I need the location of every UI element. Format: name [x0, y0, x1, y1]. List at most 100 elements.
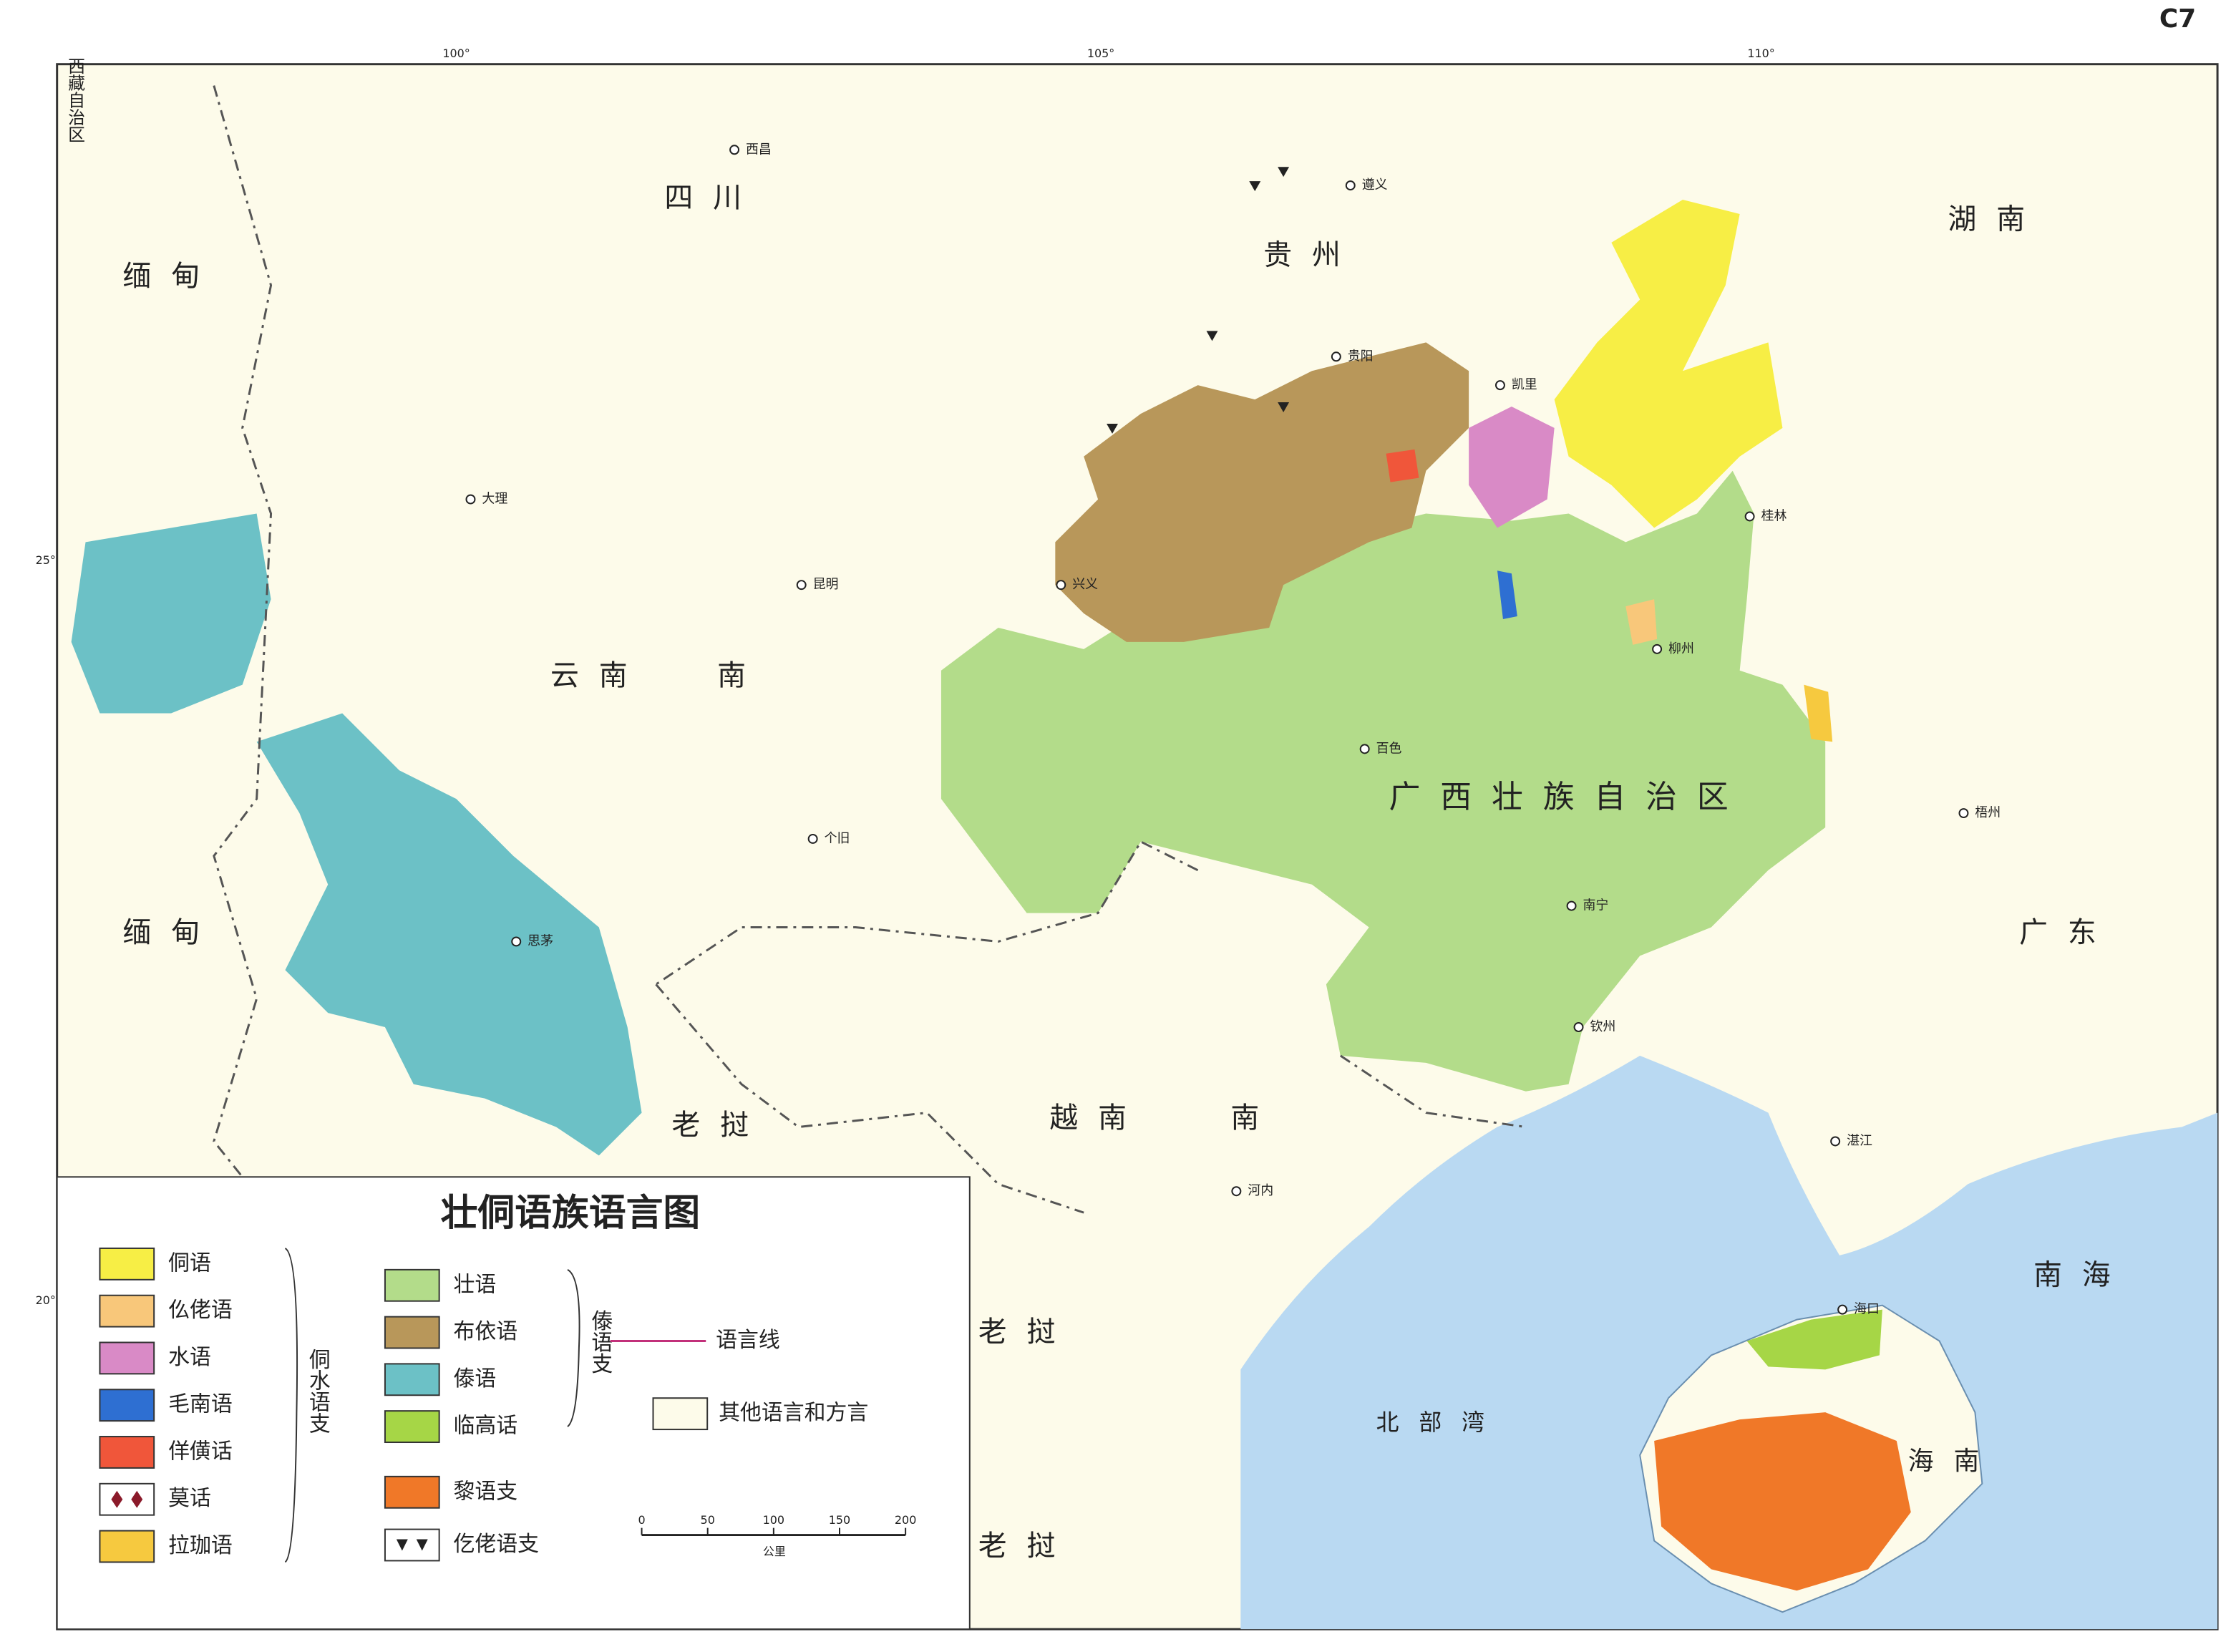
legend-bracket: [284, 1248, 298, 1563]
scale-label: 100: [763, 1513, 784, 1527]
legend-label: 水语: [168, 1345, 211, 1370]
legend-swatch: [99, 1482, 155, 1516]
lingao-region: [1746, 1309, 1882, 1370]
city-dot: [1359, 744, 1370, 754]
region-label: 海南: [1908, 1447, 1999, 1476]
scale-label: 200: [895, 1513, 916, 1527]
city-label: 钦州: [1590, 1019, 1615, 1034]
legend-label: 其他语言和方言: [719, 1401, 868, 1426]
region-label: 老挝: [978, 1530, 1075, 1563]
scale-label: 0: [638, 1513, 645, 1527]
legend-swatch: [384, 1410, 440, 1444]
city-label: 百色: [1376, 741, 1402, 756]
city-dot: [796, 580, 807, 591]
legend-label: 布依语: [454, 1319, 518, 1344]
city-dot: [1494, 380, 1505, 391]
city-dot: [1652, 643, 1663, 654]
region-label: 缅甸: [122, 916, 219, 949]
buyi-region: [1055, 342, 1469, 642]
legend-swatch: [384, 1363, 440, 1396]
city-label: 柳州: [1668, 641, 1694, 656]
legend-swatch: [99, 1436, 155, 1469]
city-label: 昆明: [813, 577, 839, 592]
legend-swatch: [384, 1475, 440, 1509]
lajia-region: [1804, 684, 1833, 742]
gelao-symbol: [1278, 167, 1290, 178]
graticule-label: 100°: [442, 47, 470, 60]
legend-swatch: [99, 1341, 155, 1375]
city-dot: [1958, 808, 1969, 819]
gelao-symbol: [1206, 331, 1218, 341]
scale-label: 150: [829, 1513, 850, 1527]
legend-group-label: 傣语支: [587, 1310, 613, 1374]
gelao-symbol: [1278, 402, 1290, 413]
city-label: 遵义: [1362, 178, 1388, 193]
region-label: 南: [1230, 1102, 1279, 1134]
city-dot: [729, 145, 740, 155]
legend-swatch: [99, 1247, 155, 1281]
city-label: 桂林: [1761, 508, 1787, 523]
graticule-label: 25°: [36, 553, 56, 567]
city-dot: [1566, 900, 1577, 911]
city-label: 个旧: [825, 831, 850, 846]
graticule-label: 20°: [36, 1293, 56, 1307]
maonan-region: [1497, 570, 1517, 620]
legend-swatch: [384, 1316, 440, 1349]
city-label: 兴义: [1072, 577, 1098, 592]
city-dot: [1231, 1186, 1242, 1197]
city-dot: [1331, 351, 1341, 362]
city-dot: [1345, 180, 1356, 191]
city-dot: [1744, 511, 1755, 522]
legend-box: [56, 1176, 971, 1631]
legend-label: 侗语: [168, 1250, 211, 1276]
legend-swatch: [99, 1294, 155, 1328]
legend-label: 佯僙话: [168, 1439, 233, 1464]
graticule-label: 105°: [1087, 47, 1114, 60]
legend-label: 壮语: [454, 1272, 497, 1297]
legend-label: 毛南语: [168, 1392, 233, 1417]
legend-symbol: [111, 1490, 123, 1508]
region-label: 南: [717, 659, 766, 692]
city-label: 梧州: [1975, 805, 2001, 820]
legend-title: 壮侗语族语言图: [441, 1192, 701, 1235]
legend-swatch: [652, 1397, 709, 1431]
scale-label: 50: [701, 1513, 715, 1527]
border: [213, 85, 1527, 1214]
city-dot: [807, 833, 818, 844]
legend-label: 语言线: [716, 1328, 780, 1353]
city-label: 思茅: [528, 933, 553, 948]
region-label: 广西壮族自治区: [1389, 779, 1749, 815]
dai-region: [71, 513, 271, 714]
region-label: 南海: [2033, 1258, 2130, 1291]
legend-swatch: [384, 1268, 440, 1302]
legend-swatch: [99, 1389, 155, 1422]
city-dot: [511, 936, 522, 947]
region-label: 越南: [1049, 1102, 1146, 1134]
li-region: [1654, 1412, 1911, 1591]
region-label: 广东: [2019, 916, 2116, 949]
region-label: 北部湾: [1376, 1409, 1505, 1436]
city-label: 湛江: [1847, 1133, 1872, 1148]
mulao-region: [1625, 599, 1658, 645]
city-label: 凯里: [1512, 377, 1537, 392]
city-label: 海口: [1854, 1302, 1880, 1317]
scale-unit: 公里: [763, 1545, 786, 1558]
city-dot: [465, 494, 476, 505]
region-label: 贵州: [1263, 238, 1360, 271]
region-label: 四川: [664, 182, 761, 215]
yanghuang-region: [1386, 449, 1419, 482]
legend-symbol: [131, 1490, 143, 1508]
city-dot: [1837, 1304, 1848, 1315]
legend-label: 仫佬语: [168, 1298, 233, 1323]
city-label: 贵阳: [1348, 349, 1374, 364]
city-label: 南宁: [1583, 898, 1609, 913]
region-label: 湖南: [1948, 203, 2045, 235]
gelao-symbol: [1249, 181, 1261, 192]
shui-region: [1469, 407, 1555, 528]
legend-label: 拉珈语: [168, 1533, 233, 1558]
legend-swatch: [99, 1530, 155, 1563]
